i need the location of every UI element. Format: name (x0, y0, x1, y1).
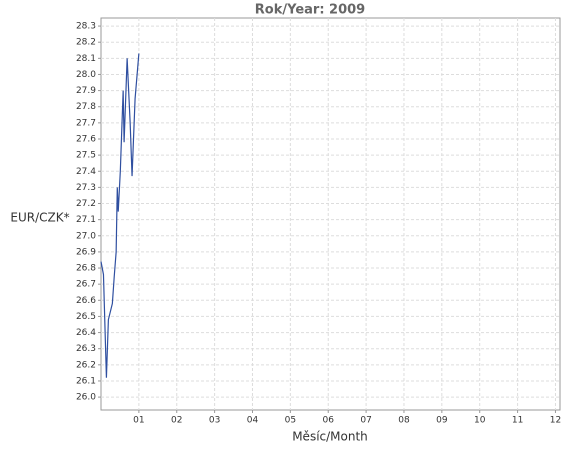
x-axis-label: Měsíc/Month (292, 430, 368, 444)
plot-frame (100, 17, 561, 411)
y-tick-label: 27.1 (76, 215, 96, 225)
x-tick-label: 01 (133, 416, 144, 426)
y-tick-label: 28.2 (76, 38, 96, 48)
y-tick-label: 27.7 (76, 118, 96, 128)
data-line (100, 53, 140, 378)
y-tick-label: 27.8 (76, 102, 96, 112)
y-tick-label: 27.9 (76, 86, 96, 96)
y-tick-label: 26.2 (76, 360, 96, 370)
y-tick-label: 27.5 (76, 151, 96, 161)
x-tick-label: 10 (474, 416, 486, 426)
y-tick-label: 26.4 (76, 328, 96, 338)
y-tick-label: 26.5 (76, 312, 96, 322)
y-tick-label: 26.1 (76, 376, 96, 386)
x-tick-label: 03 (209, 416, 220, 426)
chart-title: Rok/Year: 2009 (255, 3, 365, 18)
x-tick-label: 05 (285, 416, 296, 426)
y-tick-label: 28.1 (76, 54, 96, 64)
x-tick-label: 07 (360, 416, 371, 426)
x-tick-label: 11 (512, 416, 523, 426)
y-tick-label: 28.0 (76, 70, 96, 80)
y-tick-label: 27.4 (76, 167, 96, 177)
x-tick-label: 06 (323, 416, 335, 426)
y-tick-label: 27.3 (76, 183, 96, 193)
y-axis-label: EUR/CZK* (10, 211, 69, 225)
x-tick-label: 04 (247, 416, 259, 426)
x-tick-label: 02 (171, 416, 182, 426)
y-tick-label: 26.8 (76, 264, 96, 274)
x-tick-label: 09 (436, 416, 448, 426)
y-tick-label: 27.0 (76, 231, 96, 241)
y-tick-label: 26.9 (76, 247, 96, 257)
y-tick-label: 26.3 (76, 344, 96, 354)
x-tick-label: 08 (398, 416, 410, 426)
y-tick-label: 26.0 (76, 393, 96, 403)
y-tick-label: 27.6 (76, 134, 96, 144)
y-tick-label: 28.3 (76, 22, 96, 32)
y-tick-label: 27.2 (76, 199, 96, 209)
y-tick-label: 26.6 (76, 296, 96, 306)
y-tick-label: 26.7 (76, 280, 96, 290)
x-tick-label: 12 (550, 416, 561, 426)
